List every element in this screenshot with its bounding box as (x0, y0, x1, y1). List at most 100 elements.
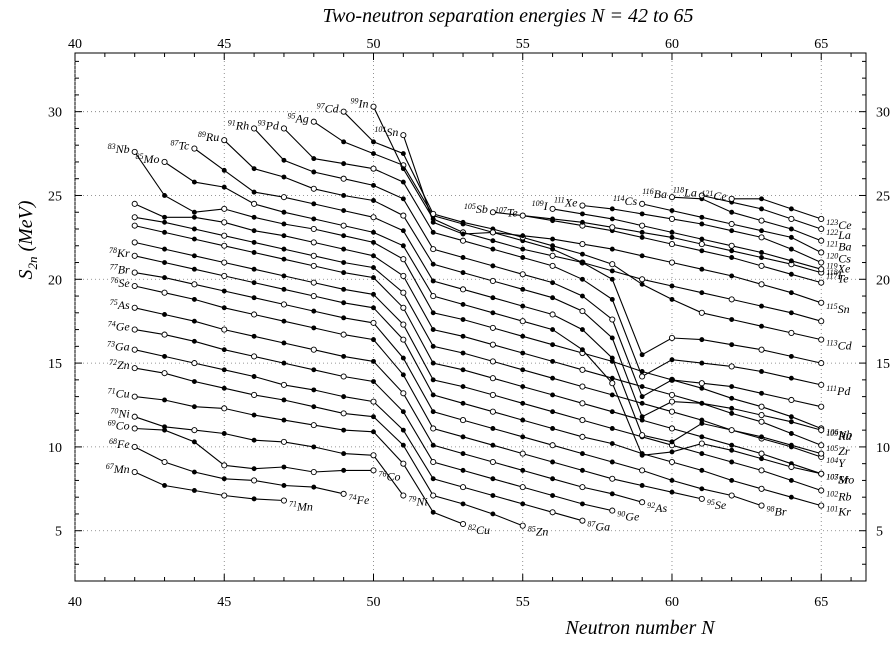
data-point-ni (370, 452, 377, 459)
data-point-la (759, 206, 764, 212)
data-point-ge (311, 367, 317, 373)
data-point-rh (251, 125, 258, 132)
series-label-end-mass-y: 104 (826, 456, 838, 465)
data-point-cu (341, 427, 347, 433)
series-label-end-symbol-kr: Kr (837, 505, 851, 519)
series-label-end-symbol-sn: Sn (838, 302, 850, 316)
data-point-as (460, 451, 466, 457)
series-label-end-mass-ga: 87 (587, 520, 596, 529)
data-point-pd (430, 229, 436, 235)
data-point-ni (191, 427, 198, 434)
y-axis-label-main: S (15, 270, 37, 280)
data-point-y (251, 239, 257, 245)
series-label-end-mass-mo: 107 (826, 473, 839, 482)
y-tick-label-left: 30 (48, 106, 62, 121)
series-label-end-ni: 79Ni (408, 495, 427, 509)
data-point-ag (341, 139, 347, 145)
series-label-end-mass-sn: 115 (826, 302, 837, 311)
data-point-pd (759, 369, 764, 374)
data-point-sn (579, 241, 586, 248)
data-point-as (371, 358, 376, 364)
data-point-cs (669, 208, 675, 214)
series-label-end-zr: 105Zr (826, 444, 850, 458)
series-label-symbol-ru: Ru (205, 130, 219, 144)
data-point-in (400, 166, 406, 172)
series-label-mass-co: 69 (108, 418, 116, 427)
data-point-sn (668, 259, 676, 266)
data-point-sb (489, 209, 496, 216)
series-label-end-kr: 101Kr (826, 505, 851, 519)
series-label-mass-tc: 87 (170, 139, 179, 148)
series-label-end-ru: 109Ru (826, 429, 851, 443)
series-label-end-pd: 111Pd (826, 384, 851, 398)
data-point-y (430, 343, 436, 349)
data-point-te (579, 219, 585, 225)
data-point-xe (729, 228, 735, 234)
data-point-rb (162, 246, 167, 252)
data-point-br (400, 355, 406, 361)
y-tick-label-right: 15 (876, 357, 890, 372)
series-label-mass-ge: 74 (108, 320, 116, 329)
data-point-cs (788, 234, 794, 240)
data-point-ga (221, 367, 227, 373)
data-point-nb (400, 256, 407, 263)
data-point-tc (759, 434, 764, 440)
data-point-zr (609, 375, 615, 381)
data-point-mo (579, 347, 585, 353)
data-point-mo (788, 463, 795, 471)
data-point-mo (251, 200, 258, 207)
data-point-tc (490, 295, 496, 301)
data-point-nb (341, 233, 347, 239)
series-label-start-se: 76Se (110, 276, 130, 290)
series-line-sr (134, 225, 822, 475)
series-label-start-ag: 95Ag (287, 112, 308, 126)
data-point-sn (520, 233, 526, 239)
series-line-ge (134, 329, 613, 512)
data-point-pd (459, 237, 467, 244)
data-point-in (728, 296, 735, 303)
data-point-mo (400, 243, 406, 249)
data-point-pd (609, 296, 615, 302)
data-point-y (550, 375, 556, 381)
data-point-ru (758, 412, 765, 419)
data-point-cu (162, 397, 167, 403)
series-label-symbol-nb: Nb (115, 142, 130, 156)
data-point-as (251, 333, 257, 339)
series-label-start-ba: 116Ba (642, 187, 667, 201)
data-point-cs (759, 228, 764, 234)
data-point-cd (669, 296, 675, 302)
series-label-end-mass-ba: 121 (826, 240, 838, 249)
series-label-end-mn: 71Mn (289, 500, 313, 514)
data-point-rh (340, 175, 347, 182)
data-point-sr (460, 367, 466, 373)
data-point-pd (341, 161, 347, 167)
data-point-tc (341, 208, 347, 214)
data-point-ru (341, 193, 347, 198)
data-point-ga (400, 427, 406, 433)
data-point-as (489, 458, 496, 466)
data-point-kr (609, 441, 615, 447)
data-point-sb (758, 262, 765, 269)
data-point-as (281, 340, 287, 346)
data-point-rh (698, 380, 705, 387)
data-point-ru (251, 166, 257, 172)
data-point-nb (520, 333, 526, 339)
data-point-ga (191, 360, 198, 367)
series-label-start-kr: 78Kr (109, 246, 130, 260)
series-label-symbol-rh: Rh (235, 118, 249, 132)
data-point-sr (400, 304, 407, 311)
series-label-symbol-br: Br (118, 263, 130, 277)
data-point-se (430, 425, 437, 432)
data-point-mo (490, 310, 496, 316)
data-point-ga (370, 398, 377, 405)
data-point-cd (550, 243, 556, 249)
data-point-pd (520, 255, 526, 260)
data-point-tc (221, 167, 227, 173)
data-point-se (281, 318, 287, 324)
series-label-end-ce: 123Ce (826, 218, 852, 232)
series-label-end-mass-ru: 109 (826, 429, 838, 438)
data-point-br (131, 269, 138, 276)
data-point-kr (729, 477, 735, 483)
data-point-zn (191, 379, 197, 384)
